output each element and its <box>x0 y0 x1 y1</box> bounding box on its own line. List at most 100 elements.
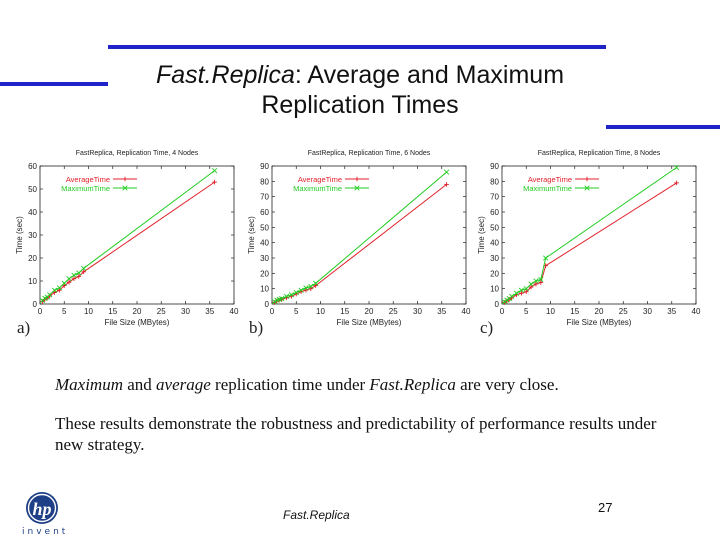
y-tick-label: 40 <box>28 208 37 217</box>
y-tick-label: 30 <box>260 254 269 263</box>
x-tick-label: 30 <box>643 307 652 316</box>
x-tick-label: 10 <box>84 307 93 316</box>
x-tick-label: 40 <box>230 307 239 316</box>
series-line-averagetime <box>42 181 215 303</box>
data-point-maximumtime <box>504 297 510 303</box>
data-point-maximumtime <box>308 283 314 289</box>
text-maximum: Maximum <box>55 375 123 394</box>
data-point-averagetime <box>76 274 82 279</box>
y-tick-label: 30 <box>28 231 37 240</box>
y-tick-label: 60 <box>490 208 499 217</box>
data-point-maximumtime <box>443 169 450 175</box>
data-point-maximumtime <box>76 270 82 276</box>
chart-title: FastReplica, Replication Time, 8 Nodes <box>538 150 661 157</box>
x-tick-label: 25 <box>619 307 628 316</box>
x-axis-label: File Size (MBytes) <box>105 318 170 327</box>
data-point-maximumtime <box>51 287 58 293</box>
x-tick-label: 30 <box>181 307 190 316</box>
data-point-maximumtime <box>61 280 67 286</box>
data-point-maximumtime <box>66 276 72 282</box>
text-fastreplica: Fast.Replica <box>369 375 456 394</box>
x-tick-label: 35 <box>205 307 214 316</box>
panel-label-a: a) <box>17 318 31 337</box>
x-tick-label: 5 <box>62 307 67 316</box>
text-very-close: are very close. <box>455 375 559 394</box>
y-tick-label: 70 <box>260 193 269 202</box>
y-tick-label: 20 <box>260 269 269 278</box>
x-tick-label: 15 <box>340 307 349 316</box>
data-point-maximumtime <box>528 281 534 287</box>
logo-text: invent <box>22 527 69 537</box>
title-italic-part: Fast.Replica <box>155 61 295 89</box>
y-tick-label: 80 <box>490 177 499 186</box>
data-point-maximumtime <box>513 290 520 296</box>
legend-marker <box>584 185 590 191</box>
data-point-maximumtime <box>279 296 285 302</box>
data-point-maximumtime <box>288 292 295 298</box>
chart-title: FastReplica, Replication Time, 6 Nodes <box>308 150 431 157</box>
chart-title: FastReplica, Replication Time, 4 Nodes <box>76 150 199 157</box>
data-point-averagetime <box>538 280 544 285</box>
data-point-maximumtime <box>538 276 544 283</box>
text-and: and <box>122 375 157 394</box>
y-tick-label: 80 <box>260 177 269 186</box>
x-tick-label: 30 <box>413 307 422 316</box>
title-line-2: Replication Times <box>261 91 459 119</box>
data-point-maximumtime <box>283 293 290 299</box>
data-point-maximumtime <box>271 299 278 305</box>
data-point-averagetime <box>533 281 539 287</box>
legend-label-averagetime: AverageTime <box>298 175 342 184</box>
legend-label-averagetime: AverageTime <box>528 175 572 184</box>
data-point-averagetime <box>444 182 449 187</box>
panel-label-b: b) <box>249 318 264 337</box>
x-tick-label: 35 <box>667 307 676 316</box>
chart-8-nodes: FastReplica, Replication Time, 8 Nodes 0 5… <box>476 142 702 328</box>
data-point-averagetime <box>272 300 277 305</box>
data-point-averagetime <box>523 289 529 295</box>
y-tick-label: 70 <box>490 193 499 202</box>
x-tick-label: 40 <box>692 307 701 316</box>
y-tick-label: 90 <box>490 162 499 171</box>
y-tick-label: 50 <box>490 223 499 232</box>
x-tick-label: 20 <box>595 307 604 316</box>
x-tick-label: 20 <box>133 307 142 316</box>
page-number: 27 <box>598 500 613 515</box>
y-tick-label: 0 <box>495 300 500 309</box>
data-point-maximumtime <box>211 167 218 174</box>
legend-label-averagetime: AverageTime <box>66 175 110 184</box>
y-tick-label: 50 <box>28 185 37 194</box>
right-accent-bar <box>606 125 720 129</box>
data-point-maximumtime <box>47 292 53 298</box>
text-average: average <box>156 375 211 394</box>
x-tick-label: 0 <box>270 307 275 316</box>
data-point-averagetime <box>502 300 507 305</box>
y-axis-label: Time (sec) <box>477 216 486 254</box>
y-tick-label: 40 <box>260 239 269 248</box>
y-tick-label: 60 <box>260 208 269 217</box>
series-line-averagetime <box>274 184 447 303</box>
y-tick-label: 0 <box>265 300 270 309</box>
y-axis-label: Time (sec) <box>247 216 256 254</box>
x-tick-label: 25 <box>389 307 398 316</box>
data-point-averagetime <box>71 276 77 281</box>
chart-4-nodes: FastReplica, Replication Time, 4 Nodes 0 5… <box>14 142 240 328</box>
chart-8-nodes-svg: FastReplica, Replication Time, 8 Nodes 0 5… <box>477 150 701 327</box>
data-point-averagetime <box>303 287 309 293</box>
y-tick-label: 50 <box>260 223 269 232</box>
data-point-averagetime <box>528 284 534 290</box>
panel-label-c: c) <box>480 318 494 337</box>
legend-label-maximumtime: MaximumTime <box>523 184 572 193</box>
title-rest: : Average and Maximum <box>294 61 565 89</box>
data-point-maximumtime <box>543 255 549 261</box>
data-point-maximumtime <box>523 286 529 292</box>
x-tick-label: 0 <box>38 307 43 316</box>
x-tick-label: 20 <box>365 307 374 316</box>
chart-6-nodes: FastReplica, Replication Time, 6 Nodes 0 5… <box>246 142 472 328</box>
x-tick-label: 5 <box>524 307 529 316</box>
legend-marker <box>354 185 360 191</box>
legend-marker <box>122 185 128 191</box>
y-tick-label: 20 <box>28 254 37 263</box>
x-tick-label: 0 <box>500 307 505 316</box>
y-axis-label: Time (sec) <box>15 216 24 254</box>
y-tick-label: 60 <box>28 162 37 171</box>
